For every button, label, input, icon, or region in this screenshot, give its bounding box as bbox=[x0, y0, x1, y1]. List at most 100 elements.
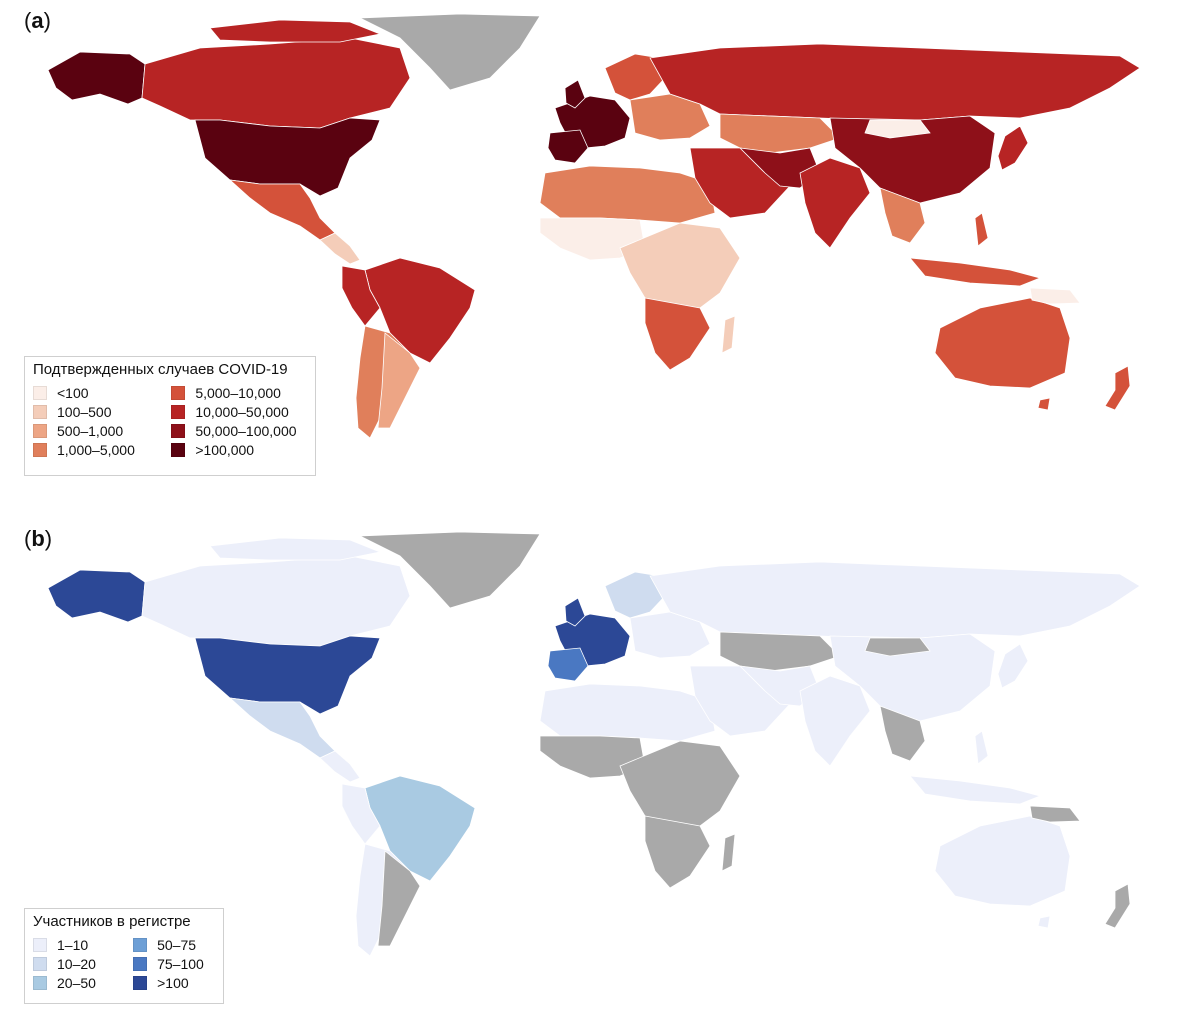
region-alaska bbox=[47, 51, 146, 105]
cases-legend-label: 100–500 bbox=[57, 403, 112, 420]
cases-legend-swatch bbox=[33, 442, 47, 457]
cases-legend-item: 100–500 bbox=[33, 403, 145, 420]
cases-legend-item: 10,000–50,000 bbox=[171, 403, 307, 420]
registry-legend-item: 20–50 bbox=[33, 974, 107, 991]
region-alaska bbox=[47, 569, 146, 623]
registry-legend-label: 10–20 bbox=[57, 955, 96, 972]
region-russia bbox=[649, 43, 1141, 121]
registry-legend-swatch bbox=[33, 937, 47, 952]
region-tasmania bbox=[1037, 397, 1051, 411]
legend-cases-title: Подтвержденных случаев COVID-19 bbox=[33, 361, 288, 378]
region-australia bbox=[934, 297, 1071, 389]
registry-legend-label: >100 bbox=[157, 974, 189, 991]
region-madagascar bbox=[721, 833, 736, 872]
region-iberia bbox=[547, 129, 589, 164]
panel-a-letter: a bbox=[31, 8, 44, 33]
cases-legend-item: <100 bbox=[33, 384, 145, 401]
region-india bbox=[799, 675, 871, 767]
region-new-guinea bbox=[1029, 805, 1081, 823]
cases-legend-swatch bbox=[33, 385, 47, 400]
region-arctic-islands bbox=[209, 537, 382, 561]
registry-legend-item: 50–75 bbox=[133, 936, 215, 953]
region-north-africa bbox=[539, 165, 716, 224]
region-andes bbox=[341, 265, 381, 327]
legend-registry-title: Участников в регистре bbox=[33, 913, 191, 930]
region-mongolia bbox=[864, 119, 931, 139]
cases-legend-swatch bbox=[171, 442, 186, 457]
legend-cases: Подтвержденных случаев COVID-19 <100 100–… bbox=[24, 356, 316, 476]
region-west-africa bbox=[539, 217, 646, 261]
region-central-africa bbox=[619, 222, 741, 309]
region-central-america bbox=[319, 750, 361, 783]
cases-legend-label: 5,000–10,000 bbox=[195, 384, 281, 401]
registry-legend-swatch bbox=[133, 975, 148, 990]
region-argentina bbox=[377, 850, 421, 947]
region-west-africa bbox=[539, 735, 646, 779]
region-indonesia bbox=[909, 775, 1042, 805]
region-new-zealand bbox=[1104, 883, 1131, 929]
region-southern-africa bbox=[644, 297, 711, 371]
map-a-countries bbox=[47, 13, 1141, 439]
panel-b-letter: b bbox=[31, 526, 45, 551]
region-china bbox=[829, 115, 996, 204]
region-scandinavia bbox=[604, 571, 666, 619]
region-russia bbox=[649, 561, 1141, 639]
registry-legend-item: 10–20 bbox=[33, 955, 107, 972]
region-arctic-islands bbox=[209, 19, 382, 43]
region-southern-africa bbox=[644, 815, 711, 889]
region-mongolia bbox=[864, 637, 931, 657]
region-southeast-asia bbox=[879, 187, 926, 244]
map-b-countries bbox=[47, 531, 1141, 957]
region-north-africa bbox=[539, 683, 716, 742]
registry-legend-label: 50–75 bbox=[157, 936, 197, 953]
panel-b-label: (b) bbox=[24, 526, 53, 551]
region-andes bbox=[341, 783, 381, 845]
region-new-zealand bbox=[1104, 365, 1131, 411]
region-scandinavia bbox=[604, 53, 666, 101]
region-japan bbox=[997, 125, 1029, 171]
legend-registry-items: 1–10 10–20 20–50 50–75 75–100 >100 bbox=[33, 936, 215, 991]
cases-legend-swatch bbox=[171, 404, 186, 419]
region-indonesia bbox=[909, 257, 1042, 287]
registry-legend-label: 1–10 bbox=[57, 936, 89, 953]
cases-legend-swatch bbox=[33, 423, 47, 438]
world-map-registry bbox=[47, 531, 1141, 957]
cases-legend-swatch bbox=[33, 404, 47, 419]
registry-legend-swatch bbox=[133, 937, 148, 952]
world-map-cases bbox=[47, 13, 1141, 439]
registry-legend-swatch bbox=[33, 956, 47, 971]
region-southeast-asia bbox=[879, 705, 926, 762]
region-argentina bbox=[377, 332, 421, 429]
cases-legend-label: 10,000–50,000 bbox=[195, 403, 289, 420]
cases-legend-item: 50,000–100,000 bbox=[171, 422, 307, 439]
region-central-asia bbox=[719, 631, 841, 672]
legend-registry: Участников в регистре 1–10 10–20 20–50 50–7… bbox=[24, 908, 224, 1004]
region-madagascar bbox=[721, 315, 736, 354]
cases-legend-swatch bbox=[171, 423, 186, 438]
cases-legend-label: <100 bbox=[57, 384, 89, 401]
cases-legend-label: 500–1,000 bbox=[57, 422, 124, 439]
panel-b-registry-participants: (b) Участников в регистре 1–10 10–20 20–50… bbox=[0, 518, 1183, 1010]
region-philippines bbox=[974, 730, 989, 765]
region-new-guinea bbox=[1029, 287, 1081, 305]
region-uk bbox=[564, 79, 586, 109]
cases-legend-label: 1,000–5,000 bbox=[57, 441, 135, 458]
cases-legend-item: 5,000–10,000 bbox=[171, 384, 307, 401]
region-iberia bbox=[547, 647, 589, 682]
panel-a-label: (a) bbox=[24, 8, 51, 33]
region-central-asia bbox=[719, 113, 841, 154]
region-philippines bbox=[974, 212, 989, 247]
cases-legend-item: 500–1,000 bbox=[33, 422, 145, 439]
region-central-africa bbox=[619, 740, 741, 827]
region-uk bbox=[564, 597, 586, 627]
region-tasmania bbox=[1037, 915, 1051, 929]
registry-legend-label: 20–50 bbox=[57, 974, 96, 991]
registry-legend-swatch bbox=[33, 975, 47, 990]
region-australia bbox=[934, 815, 1071, 907]
registry-legend-swatch bbox=[133, 956, 148, 971]
region-canada bbox=[141, 37, 411, 129]
region-canada bbox=[141, 555, 411, 647]
region-japan bbox=[997, 643, 1029, 689]
registry-legend-item: >100 bbox=[133, 974, 215, 991]
region-india bbox=[799, 157, 871, 249]
